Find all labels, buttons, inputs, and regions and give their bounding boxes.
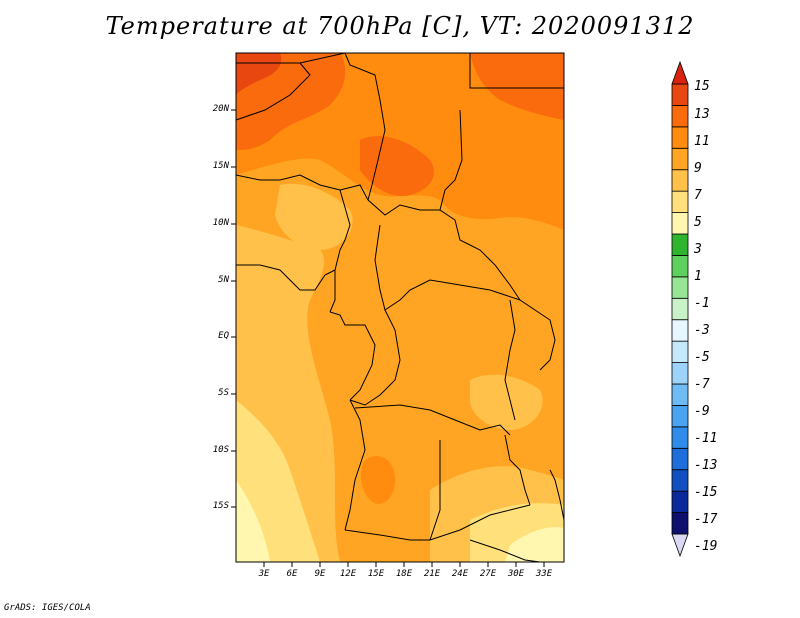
colorbar-swatch (671, 233, 689, 256)
colorbar-label: -11 (694, 431, 718, 446)
lon-label-33e: 33E (535, 569, 553, 579)
colorbar-swatch (671, 319, 689, 342)
colorbar-swatch (671, 83, 689, 106)
lat-label-5n: 5N (218, 275, 229, 285)
colorbar-swatch (671, 362, 689, 385)
lon-label-30e: 30E (507, 569, 525, 579)
colorbar-swatch (671, 60, 689, 85)
lon-label-3e: 3E (258, 569, 270, 579)
colorbar-label: -1 (694, 296, 710, 311)
colorbar-swatch (671, 276, 689, 299)
colorbar-label: -3 (694, 323, 710, 338)
colorbar-swatch (671, 469, 689, 492)
lat-label-5s: 5S (218, 388, 229, 398)
country-borders (235, 52, 565, 563)
lat-label-10s: 10S (212, 445, 229, 455)
lon-label-12e: 12E (339, 569, 357, 579)
colorbar-swatch (671, 105, 689, 128)
colorbar-label: -9 (694, 404, 710, 419)
colorbar-label: 15 (694, 79, 710, 94)
lat-label-15n: 15N (212, 161, 229, 171)
colorbar-swatch (671, 490, 689, 513)
colorbar-label: 7 (694, 188, 702, 203)
lat-label-15s: 15S (212, 501, 229, 511)
colorbar-label: -5 (694, 350, 710, 365)
colorbar-swatch (671, 169, 689, 192)
colorbar-label: 9 (694, 161, 702, 176)
lon-label-6e: 6E (286, 569, 298, 579)
lon-label-15e: 15E (367, 569, 385, 579)
lon-label-27e: 27E (479, 569, 497, 579)
colorbar-label: -19 (694, 539, 718, 554)
colorbar-swatch (671, 212, 689, 235)
colorbar-label: 13 (694, 107, 710, 122)
colorbar-label: -13 (694, 458, 718, 473)
colorbar-swatch (671, 512, 689, 535)
colorbar (671, 60, 689, 558)
colorbar-swatch (671, 190, 689, 213)
colorbar-swatch (671, 383, 689, 406)
colorbar-swatch (671, 147, 689, 171)
colorbar-swatch (671, 533, 689, 558)
lon-label-21e: 21E (423, 569, 441, 579)
axis-ticks (231, 109, 545, 567)
temperature-field (236, 53, 564, 562)
colorbar-label: 3 (694, 242, 702, 257)
colorbar-swatch (671, 447, 689, 471)
colorbar-label: 5 (694, 215, 702, 230)
colorbar-swatch (671, 426, 689, 449)
colorbar-swatch (671, 340, 689, 363)
colorbar-label: -17 (694, 512, 718, 527)
lon-label-9e: 9E (314, 569, 326, 579)
lat-label-10n: 10N (212, 218, 229, 228)
credit-text: GrADS: IGES/COLA (4, 603, 91, 613)
map-frame (235, 52, 565, 563)
lon-label-18e: 18E (395, 569, 413, 579)
lat-label-20n: 20N (212, 104, 229, 114)
chart-title: Temperature at 700hPa [C], VT: 202009131… (105, 12, 695, 40)
colorbar-label: -15 (694, 485, 718, 500)
colorbar-swatch (671, 297, 689, 321)
lat-label-eq: EQ (218, 331, 229, 341)
colorbar-label: 11 (694, 134, 710, 149)
colorbar-swatch (671, 405, 689, 428)
colorbar-swatch (671, 255, 689, 278)
colorbar-label: 1 (694, 269, 702, 284)
colorbar-swatch (671, 126, 689, 149)
colorbar-label: -7 (694, 377, 710, 392)
lon-label-24e: 24E (451, 569, 469, 579)
